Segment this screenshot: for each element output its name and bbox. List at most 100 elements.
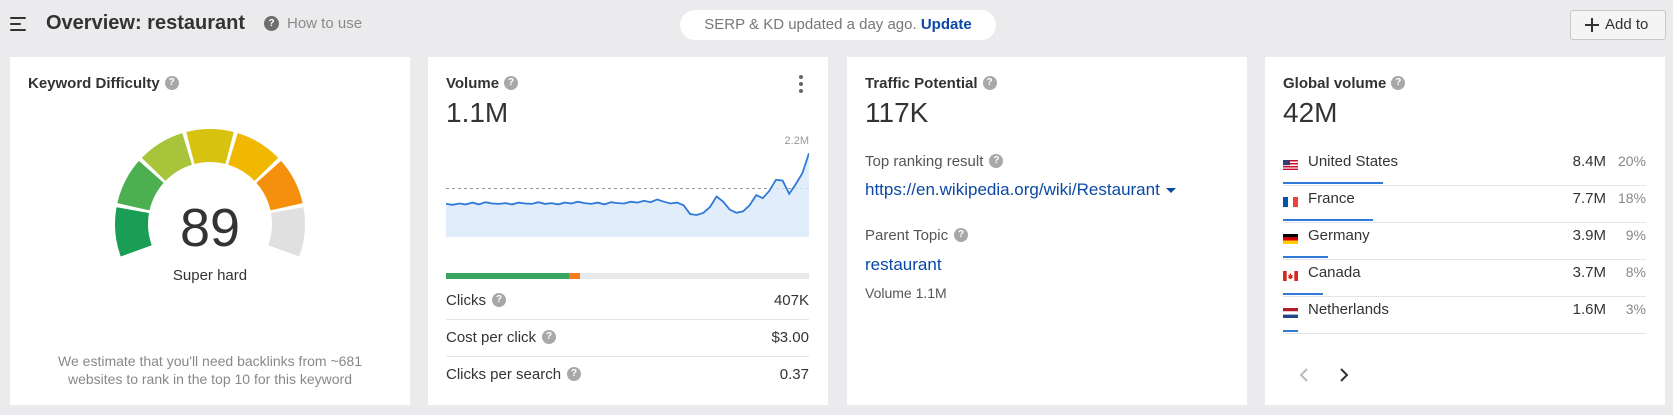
card-title: Keyword Difficulty? bbox=[28, 75, 179, 92]
country-row[interactable]: Netherlands 1.6M 3% bbox=[1283, 295, 1646, 334]
stat-label: Clicks per search bbox=[446, 366, 562, 383]
gv-title: Global volume bbox=[1283, 75, 1387, 92]
country-name: Canada bbox=[1308, 264, 1361, 281]
country-share-bar bbox=[1283, 219, 1373, 221]
stat-row-cpc: Cost per click? $3.00 bbox=[446, 318, 809, 357]
gauge-segment bbox=[141, 133, 192, 181]
top-result-url: https://en.wikipedia.org/wiki/Restaurant bbox=[865, 180, 1160, 199]
top-result-link[interactable]: https://en.wikipedia.org/wiki/Restaurant bbox=[865, 180, 1176, 200]
country-share-bar bbox=[1283, 293, 1323, 295]
stat-value: $3.00 bbox=[771, 329, 809, 346]
volume-value: 1.1M bbox=[446, 97, 509, 128]
top-result-label: Top ranking result? bbox=[865, 153, 1004, 170]
card-title: Traffic Potential? bbox=[865, 75, 997, 92]
tp-title: Traffic Potential bbox=[865, 75, 978, 92]
update-link[interactable]: Update bbox=[920, 16, 972, 33]
country-row[interactable]: United States 8.4M 20% bbox=[1283, 147, 1646, 186]
country-row[interactable]: Canada 3.7M 8% bbox=[1283, 258, 1646, 297]
country-row[interactable]: France 7.7M 18% bbox=[1283, 184, 1646, 223]
chevron-down-icon[interactable] bbox=[1165, 188, 1176, 194]
us-flag-icon bbox=[1283, 160, 1298, 170]
volume-trend-chart[interactable]: 2.2M bbox=[446, 132, 809, 272]
top-result-label-text: Top ranking result bbox=[865, 153, 984, 170]
volume-line bbox=[446, 152, 809, 216]
country-name: Netherlands bbox=[1308, 301, 1389, 318]
volume-title: Volume bbox=[446, 75, 500, 92]
country-volume: 3.9M bbox=[1572, 227, 1606, 244]
kd-level: Super hard bbox=[172, 267, 248, 284]
gv-value: 42M bbox=[1283, 97, 1338, 128]
country-volume: 1.6M bbox=[1572, 301, 1606, 318]
country-percent: 20% bbox=[1617, 153, 1646, 169]
help-icon[interactable]: ? bbox=[542, 330, 557, 345]
serp-status-pill: SERP & KD updated a day ago. Update bbox=[680, 10, 996, 40]
help-icon[interactable]: ? bbox=[982, 76, 997, 91]
gauge-segment bbox=[228, 133, 279, 181]
country-row[interactable]: Germany 3.9M 9% bbox=[1283, 221, 1646, 260]
gauge-segment bbox=[186, 129, 234, 164]
de-flag-icon bbox=[1283, 234, 1298, 244]
stat-label: Cost per click bbox=[446, 329, 537, 346]
serp-status-text: SERP & KD updated a day ago. bbox=[704, 16, 917, 33]
how-to-use-link[interactable]: ? How to use bbox=[264, 15, 362, 32]
tp-value: 117K bbox=[865, 97, 929, 128]
help-icon[interactable]: ? bbox=[1391, 76, 1406, 91]
country-percent: 18% bbox=[1617, 190, 1646, 206]
kd-score: 89 bbox=[179, 198, 241, 258]
parent-topic-label-text: Parent Topic bbox=[865, 227, 949, 244]
nl-flag-icon bbox=[1283, 308, 1298, 318]
country-percent: 3% bbox=[1625, 301, 1646, 317]
stat-value: 407K bbox=[773, 292, 809, 309]
gauge-segment bbox=[117, 160, 164, 211]
top-bar: Overview: restaurant ? How to use SERP & … bbox=[0, 0, 1673, 50]
country-name: France bbox=[1308, 190, 1355, 207]
stat-row-cps: Clicks per search? 0.37 bbox=[446, 355, 809, 394]
ca-flag-icon bbox=[1283, 271, 1298, 281]
volume-area bbox=[446, 153, 809, 237]
country-percent: 9% bbox=[1625, 227, 1646, 243]
gauge-segment bbox=[115, 207, 152, 257]
stat-value: 0.37 bbox=[779, 366, 809, 383]
traffic-potential-card: Traffic Potential? 117K Top ranking resu… bbox=[847, 57, 1247, 405]
kd-note: We estimate that you'll need backlinks f… bbox=[58, 353, 362, 387]
menu-icon[interactable] bbox=[10, 16, 28, 32]
how-to-use-label: How to use bbox=[287, 15, 363, 32]
stat-label: Clicks bbox=[446, 292, 486, 309]
parent-topic-label: Parent Topic? bbox=[865, 227, 969, 244]
help-icon[interactable]: ? bbox=[504, 76, 519, 91]
chevron-right-icon[interactable] bbox=[1333, 365, 1353, 385]
country-volume: 7.7M bbox=[1572, 190, 1606, 207]
organic-clicks-bar bbox=[446, 273, 570, 279]
add-to-button[interactable]: Add to bbox=[1570, 10, 1666, 40]
card-title: Volume? bbox=[446, 75, 519, 92]
paid-clicks-bar bbox=[569, 273, 581, 279]
help-icon[interactable]: ? bbox=[954, 228, 969, 243]
plus-icon bbox=[1585, 18, 1599, 32]
help-icon[interactable]: ? bbox=[164, 76, 179, 91]
help-icon[interactable]: ? bbox=[567, 367, 582, 382]
country-percent: 8% bbox=[1625, 264, 1646, 280]
country-share-bar bbox=[1283, 182, 1383, 184]
card-title: Global volume? bbox=[1283, 75, 1406, 92]
country-name: Germany bbox=[1308, 227, 1370, 244]
country-volume: 8.4M bbox=[1572, 153, 1606, 170]
volume-card: Volume? 1.1M 2.2M Clicks? 407K Cost per … bbox=[428, 57, 828, 405]
parent-topic-link[interactable]: restaurant bbox=[865, 255, 942, 274]
help-icon[interactable]: ? bbox=[989, 154, 1004, 169]
y-max-label: 2.2M bbox=[785, 135, 809, 147]
parent-topic-volume: Volume 1.1M bbox=[865, 285, 947, 301]
add-to-label: Add to bbox=[1605, 16, 1649, 33]
global-volume-card: Global volume? 42M United States 8.4M 20… bbox=[1265, 57, 1665, 405]
clicks-split-bar bbox=[446, 273, 809, 279]
page-title: Overview: restaurant bbox=[46, 12, 245, 34]
keyword-difficulty-card: Keyword Difficulty? 89 Super hard We est… bbox=[10, 57, 410, 405]
kd-title: Keyword Difficulty bbox=[28, 75, 160, 92]
gauge-segment bbox=[256, 160, 303, 211]
help-icon: ? bbox=[264, 15, 279, 31]
more-options-icon[interactable] bbox=[798, 75, 804, 93]
country-volume: 3.7M bbox=[1572, 264, 1606, 281]
difficulty-gauge bbox=[115, 129, 305, 257]
chevron-left-icon[interactable] bbox=[1295, 365, 1315, 385]
help-icon[interactable]: ? bbox=[492, 293, 506, 308]
country-share-bar bbox=[1283, 330, 1298, 332]
